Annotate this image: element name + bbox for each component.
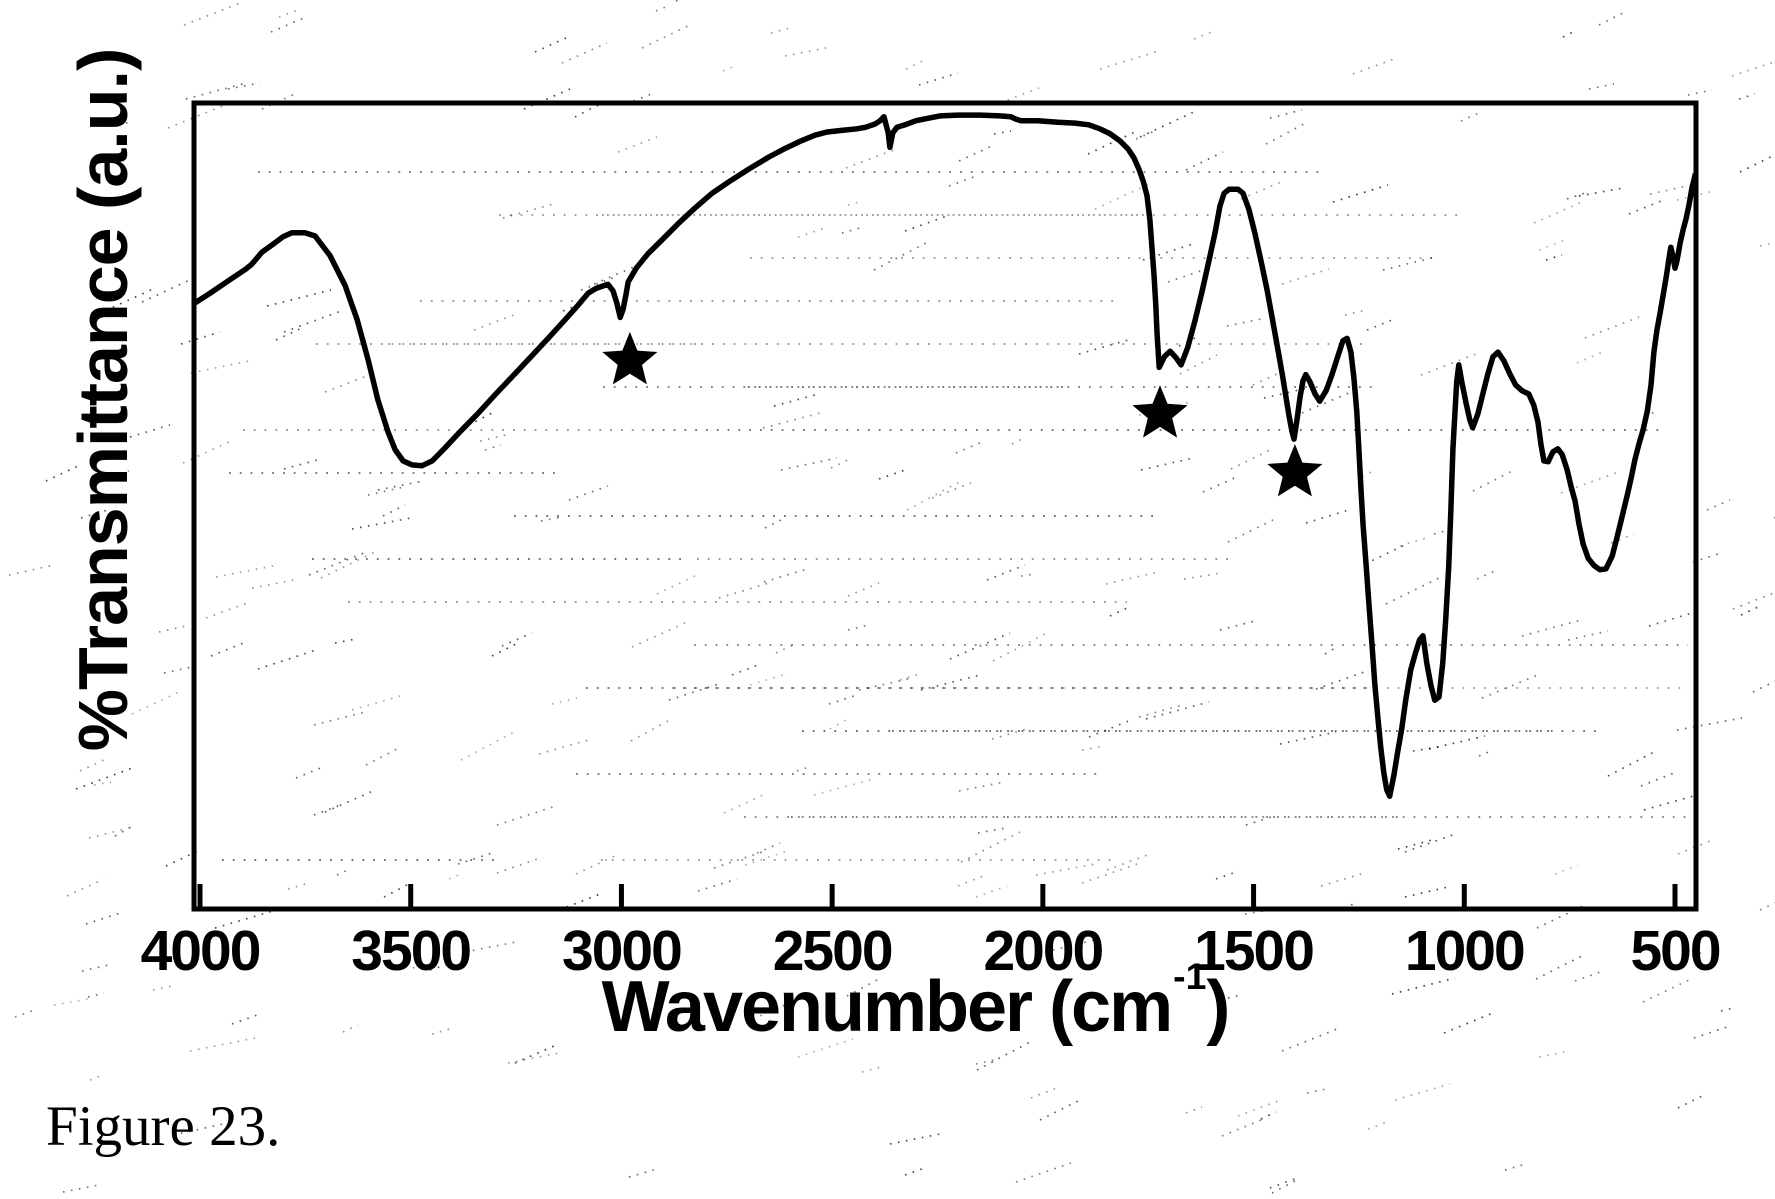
x-axis-ticks: [197, 884, 1678, 907]
x-axis-label-close-paren: ): [1206, 967, 1230, 1047]
x-tick-label: 500: [1630, 919, 1721, 983]
x-tick-label: 1500: [1194, 919, 1315, 983]
x-tick-label: 4000: [140, 919, 262, 983]
star-markers: [602, 331, 1323, 497]
star-marker: [1132, 385, 1188, 438]
spectrum-curve: [191, 112, 1699, 799]
dotted-gridline-artifacts: [222, 171, 1688, 861]
y-axis-label: %Transmittance (a.u.): [64, 48, 142, 752]
x-axis-label-superscript: -1: [1173, 955, 1207, 998]
x-tick-label: 3500: [351, 919, 472, 983]
x-axis-label: Wavenumber (cm-1): [601, 955, 1231, 1048]
figure-caption: Figure 23.: [46, 1095, 281, 1158]
star-marker: [602, 331, 658, 385]
x-axis-label-text: Wavenumber (cm: [601, 967, 1173, 1047]
x-tick-label: 3000: [562, 919, 683, 983]
plot-frame: [191, 100, 1699, 912]
star-marker: [1267, 444, 1323, 497]
x-tick-label: 2500: [772, 919, 894, 983]
x-tick-label: 2000: [983, 919, 1104, 983]
x-tick-label: 1000: [1404, 919, 1526, 983]
